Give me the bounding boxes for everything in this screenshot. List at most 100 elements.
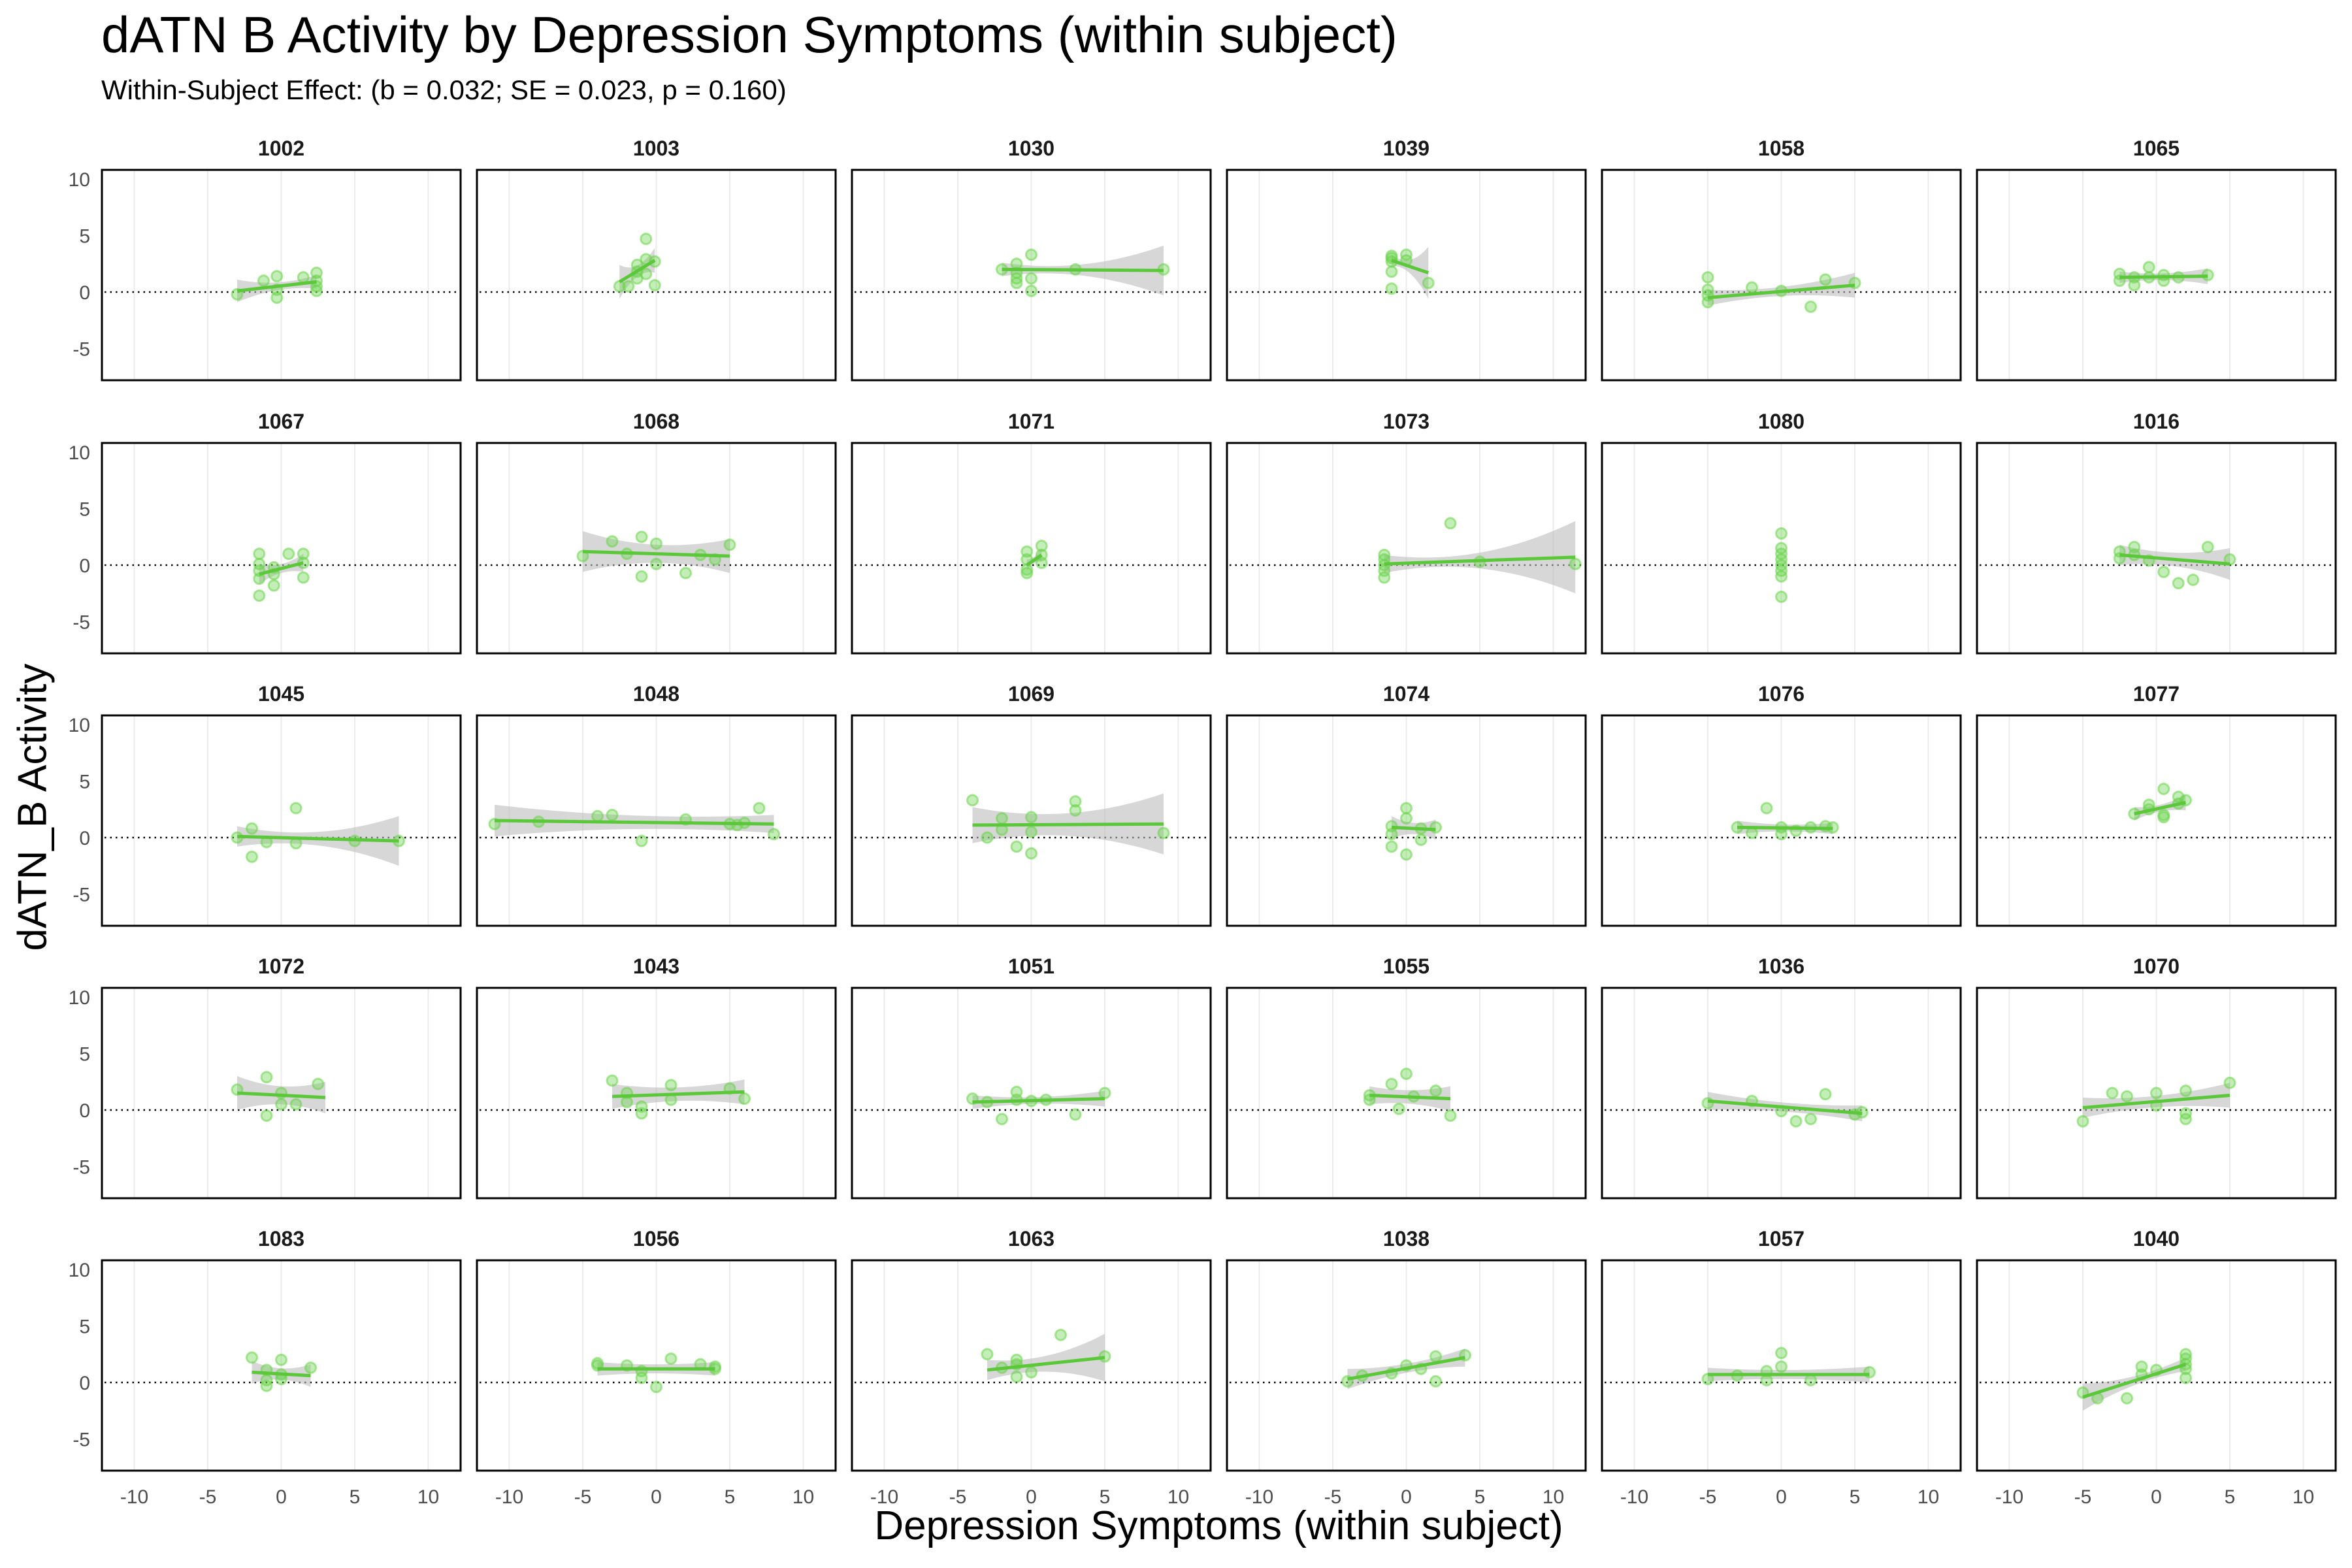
regression-line (2134, 800, 2187, 816)
data-point (1025, 248, 1037, 261)
panel-border (476, 714, 837, 927)
x-tick-label: -5 (1324, 1486, 1342, 1508)
data-point (635, 834, 648, 847)
data-point (289, 802, 302, 815)
data-point (2106, 1086, 2119, 1100)
facet-panel: 1063 -10 -5 0 5 10 (851, 1227, 1212, 1508)
facet-panel: 1076 (1601, 682, 1962, 927)
data-point (1746, 281, 1758, 294)
data-point (1805, 1374, 1817, 1387)
data-point (1054, 1328, 1067, 1341)
facet-strip-label: 1071 (1008, 410, 1054, 433)
y-tick-label: 0 (79, 282, 90, 304)
panel-border (851, 169, 1212, 382)
regression-line (582, 549, 730, 558)
chart-title: dATN B Activity by Depression Symptoms (… (101, 6, 1397, 63)
data-point (2180, 1371, 2192, 1384)
data-point (606, 808, 619, 821)
y-tick-label: 10 (69, 169, 90, 191)
x-tick-label: 0 (276, 1486, 287, 1508)
facet-panel: 1038 -10 -5 0 5 10 (1226, 1227, 1587, 1508)
confidence-band (583, 531, 730, 574)
data-point (297, 270, 310, 284)
x-tick-label: 10 (1543, 1486, 1564, 1508)
facet-panel: 1036 (1601, 955, 1962, 1200)
facet-strip-label: 1048 (633, 682, 679, 706)
confidence-band (237, 275, 317, 302)
data-point (1819, 1088, 1832, 1101)
data-point (996, 812, 1008, 825)
data-point (270, 270, 284, 283)
data-point (310, 284, 323, 297)
facet-strip-label: 1055 (1383, 955, 1429, 978)
data-point (966, 794, 979, 807)
data-point (2201, 540, 2214, 553)
facet-panel: 1002 -5 0 5 10 (69, 137, 462, 382)
regression-line (1391, 259, 1429, 274)
x-tick-label: -10 (1245, 1486, 1273, 1508)
data-point (606, 1074, 619, 1087)
data-point (1775, 1347, 1788, 1360)
facet-strip-label: 1069 (1008, 682, 1054, 706)
panel-border (476, 1259, 837, 1472)
data-point (2128, 279, 2141, 292)
facet-panel: 1045 -5 0 5 10 (69, 682, 462, 927)
data-point (1069, 795, 1082, 808)
facet-panel: 1003 (476, 137, 837, 382)
x-tick-label: -10 (1995, 1486, 2023, 1508)
data-point (1025, 284, 1037, 297)
facet-panel: 1043 (476, 955, 837, 1200)
x-tick-label: 5 (2225, 1486, 2236, 1508)
facet-strip-label: 1016 (2133, 410, 2180, 433)
panel-border (476, 169, 837, 382)
panel-border (1226, 442, 1587, 655)
regression-line (1026, 553, 1043, 567)
facet-panel: 1072 -5 0 5 10 (69, 955, 462, 1200)
y-tick-label: 10 (69, 442, 90, 464)
data-point (648, 279, 661, 292)
data-point (1010, 1370, 1023, 1383)
x-tick-label: 10 (792, 1486, 814, 1508)
facet-panel: 1048 (476, 682, 837, 927)
y-tick-label: 5 (79, 225, 90, 247)
data-point (1025, 847, 1037, 860)
panel-border (1601, 1259, 1962, 1472)
data-point (260, 1071, 273, 1084)
facet-strip-label: 1003 (633, 137, 679, 160)
facet-strip-label: 1072 (258, 955, 304, 978)
panel-border (1226, 1259, 1587, 1472)
data-point (1444, 517, 1457, 530)
data-point (1035, 540, 1048, 553)
data-point (640, 267, 653, 280)
facet-panel: 1080 (1601, 410, 1962, 655)
x-tick-label: 0 (651, 1486, 662, 1508)
facet-strip-label: 1038 (1383, 1227, 1429, 1250)
facet-strip-label: 1036 (1758, 955, 1805, 978)
data-point (1429, 1375, 1442, 1388)
regression-line (1369, 1093, 1451, 1101)
facet-strip-label: 1077 (2133, 682, 2180, 706)
data-point (1429, 1350, 1442, 1363)
x-tick-label: -10 (495, 1486, 523, 1508)
facet-panel: 1056 -10 -5 0 5 10 (476, 1227, 837, 1508)
data-point (723, 538, 736, 551)
regression-line (972, 1097, 1105, 1104)
data-point (1775, 1360, 1788, 1373)
data-point (981, 1348, 994, 1361)
x-tick-label: 10 (2293, 1486, 2314, 1508)
y-tick-label: 5 (79, 771, 90, 792)
facet-strip-label: 1083 (258, 1227, 304, 1250)
data-point (1805, 300, 1817, 313)
data-point (297, 571, 310, 584)
facet-strip-label: 1043 (633, 955, 679, 978)
data-point (257, 274, 270, 287)
facet-strip-label: 1051 (1008, 955, 1054, 978)
facet-strip-label: 1056 (633, 1227, 679, 1250)
panel-border (851, 1259, 1212, 1472)
data-point (253, 589, 266, 602)
x-tick-label: -5 (1699, 1486, 1717, 1508)
panel-border (1976, 987, 2337, 1200)
facet-panel: 1071 (851, 410, 1212, 655)
y-tick-label: -5 (73, 1429, 90, 1451)
panel-border (101, 169, 462, 382)
